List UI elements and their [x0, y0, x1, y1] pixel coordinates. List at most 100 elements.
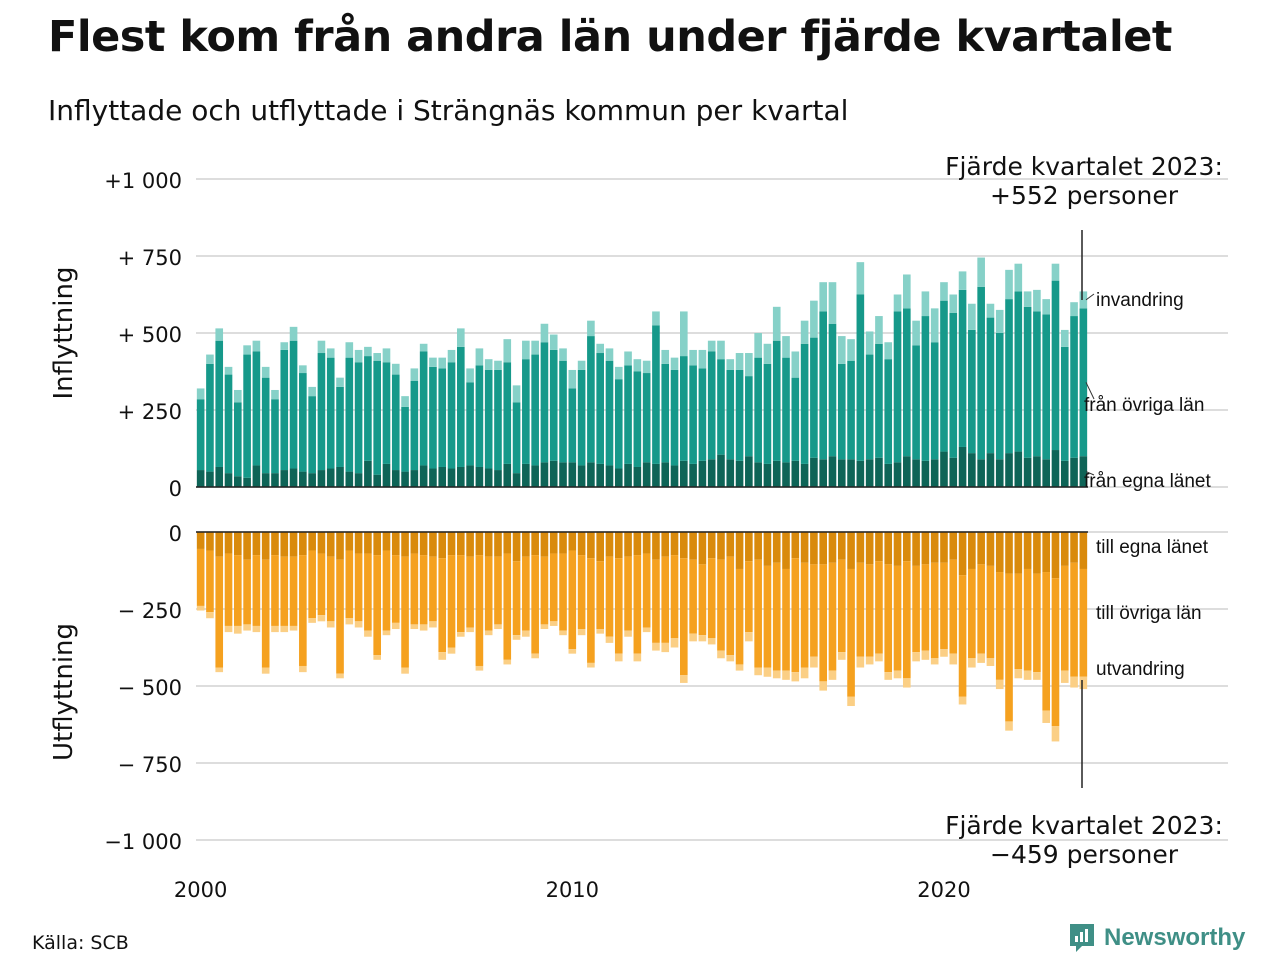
bar-segment-inflyttning [401, 406, 409, 472]
bar-segment-utflyttning [419, 555, 428, 625]
bar-segment-utflyttning [438, 558, 447, 653]
bar-segment-inflyttning [717, 340, 725, 360]
bar-segment-utflyttning [271, 532, 279, 556]
bar-segment-utflyttning [475, 532, 484, 556]
bar-segment-utflyttning [252, 625, 261, 633]
bar-segment-inflyttning [345, 342, 354, 358]
bar-segment-inflyttning [921, 291, 930, 317]
series-label: utvandring [1096, 659, 1185, 680]
bar-segment-utflyttning [503, 659, 512, 665]
bar-segment-utflyttning [1079, 532, 1088, 569]
bar-segment-inflyttning [391, 470, 400, 487]
bar-segment-utflyttning [940, 532, 948, 563]
bar-segment-utflyttning [652, 559, 660, 643]
bar-segment-inflyttning [429, 468, 437, 487]
bar-segment-inflyttning [531, 465, 539, 487]
bar-segment-utflyttning [995, 532, 1004, 573]
bar-segment-inflyttning [903, 456, 911, 487]
bar-segment-utflyttning [271, 625, 279, 633]
bar-segment-utflyttning [401, 667, 409, 674]
bar-segment-inflyttning [642, 360, 651, 374]
bar-segment-inflyttning [475, 365, 484, 467]
bar-segment-utflyttning [791, 558, 800, 673]
bar-segment-inflyttning [1005, 299, 1013, 454]
y-axis-label: Utflyttning [49, 623, 79, 761]
bar-segment-inflyttning [484, 359, 493, 370]
bar-segment-utflyttning [810, 656, 818, 668]
series-label: till egna länet [1096, 537, 1209, 558]
bar-segment-inflyttning [596, 343, 604, 354]
bar-segment-inflyttning [410, 380, 419, 471]
bar-segment-utflyttning [735, 532, 744, 569]
bar-segment-inflyttning [605, 465, 614, 487]
bar-segment-utflyttning [661, 532, 670, 557]
bar-segment-inflyttning [196, 399, 205, 471]
bar-segment-inflyttning [494, 360, 502, 370]
bar-segment-utflyttning [726, 556, 735, 656]
bar-segment-utflyttning [837, 559, 846, 653]
bar-segment-inflyttning [559, 462, 567, 487]
bar-segment-utflyttning [707, 638, 716, 645]
bar-segment-utflyttning [661, 642, 670, 653]
bar-segment-inflyttning [717, 454, 725, 487]
bar-segment-utflyttning [596, 561, 604, 630]
bar-segment-utflyttning [568, 532, 577, 551]
bar-segment-utflyttning [930, 658, 939, 665]
bar-segment-utflyttning [243, 532, 251, 560]
bar-segment-utflyttning [419, 624, 428, 631]
bar-segment-utflyttning [903, 678, 911, 688]
bar-segment-utflyttning [800, 532, 809, 563]
bar-segment-utflyttning [717, 650, 725, 659]
bar-segment-utflyttning [549, 553, 558, 622]
bar-segment-utflyttning [280, 532, 289, 557]
bar-segment-inflyttning [512, 385, 521, 403]
bar-segment-utflyttning [429, 532, 437, 557]
bar-segment-utflyttning [512, 635, 521, 640]
bar-segment-utflyttning [745, 561, 753, 633]
bar-segment-inflyttning [754, 357, 762, 463]
bar-segment-inflyttning [847, 339, 855, 361]
x-tick-label: 2000 [174, 878, 227, 902]
bar-segment-utflyttning [336, 532, 344, 560]
bar-segment-utflyttning [577, 532, 586, 556]
bar-segment-utflyttning [837, 652, 846, 660]
bar-segment-inflyttning [494, 470, 502, 487]
bar-segment-utflyttning [494, 556, 502, 625]
bar-segment-inflyttning [772, 306, 781, 341]
bar-segment-utflyttning [373, 532, 381, 556]
bar-segment-utflyttning [196, 605, 205, 611]
bar-segment-inflyttning [299, 471, 307, 487]
y-tick-label: +1 000 [104, 169, 182, 193]
chart-subtitle: Inflyttade och utflyttade i Strängnäs ko… [48, 94, 849, 127]
bar-segment-utflyttning [949, 532, 958, 560]
series-label: till övriga län [1096, 603, 1202, 624]
bar-segment-inflyttning [1042, 459, 1050, 487]
bar-segment-inflyttning [466, 368, 474, 383]
bar-segment-utflyttning [921, 650, 930, 660]
bar-segment-utflyttning [707, 558, 716, 639]
annotation-text: Fjärde kvartalet 2023: [945, 811, 1223, 840]
bar-segment-utflyttning [800, 562, 809, 668]
bar-segment-utflyttning [1042, 532, 1050, 573]
bar-segment-utflyttning [1023, 568, 1032, 671]
bar-segment-inflyttning [1023, 457, 1032, 487]
bar-segment-utflyttning [847, 696, 855, 707]
bar-segment-utflyttning [921, 564, 930, 651]
bar-segment-inflyttning [522, 359, 530, 464]
bar-segment-inflyttning [447, 362, 456, 469]
bar-segment-utflyttning [401, 556, 409, 668]
bar-segment-inflyttning [1060, 460, 1069, 487]
bar-segment-inflyttning [596, 353, 604, 464]
bar-segment-inflyttning [206, 354, 214, 364]
bar-segment-inflyttning [968, 303, 976, 330]
bar-segment-utflyttning [1005, 573, 1013, 722]
bar-segment-utflyttning [633, 532, 642, 556]
bar-segment-inflyttning [624, 463, 632, 487]
bar-segment-inflyttning [856, 460, 865, 487]
bar-segment-inflyttning [782, 462, 790, 487]
bar-segment-inflyttning [252, 340, 261, 352]
bar-segment-inflyttning [940, 451, 948, 487]
bar-segment-utflyttning [522, 630, 530, 637]
bar-segment-utflyttning [373, 655, 381, 660]
bar-segment-inflyttning [234, 389, 242, 403]
